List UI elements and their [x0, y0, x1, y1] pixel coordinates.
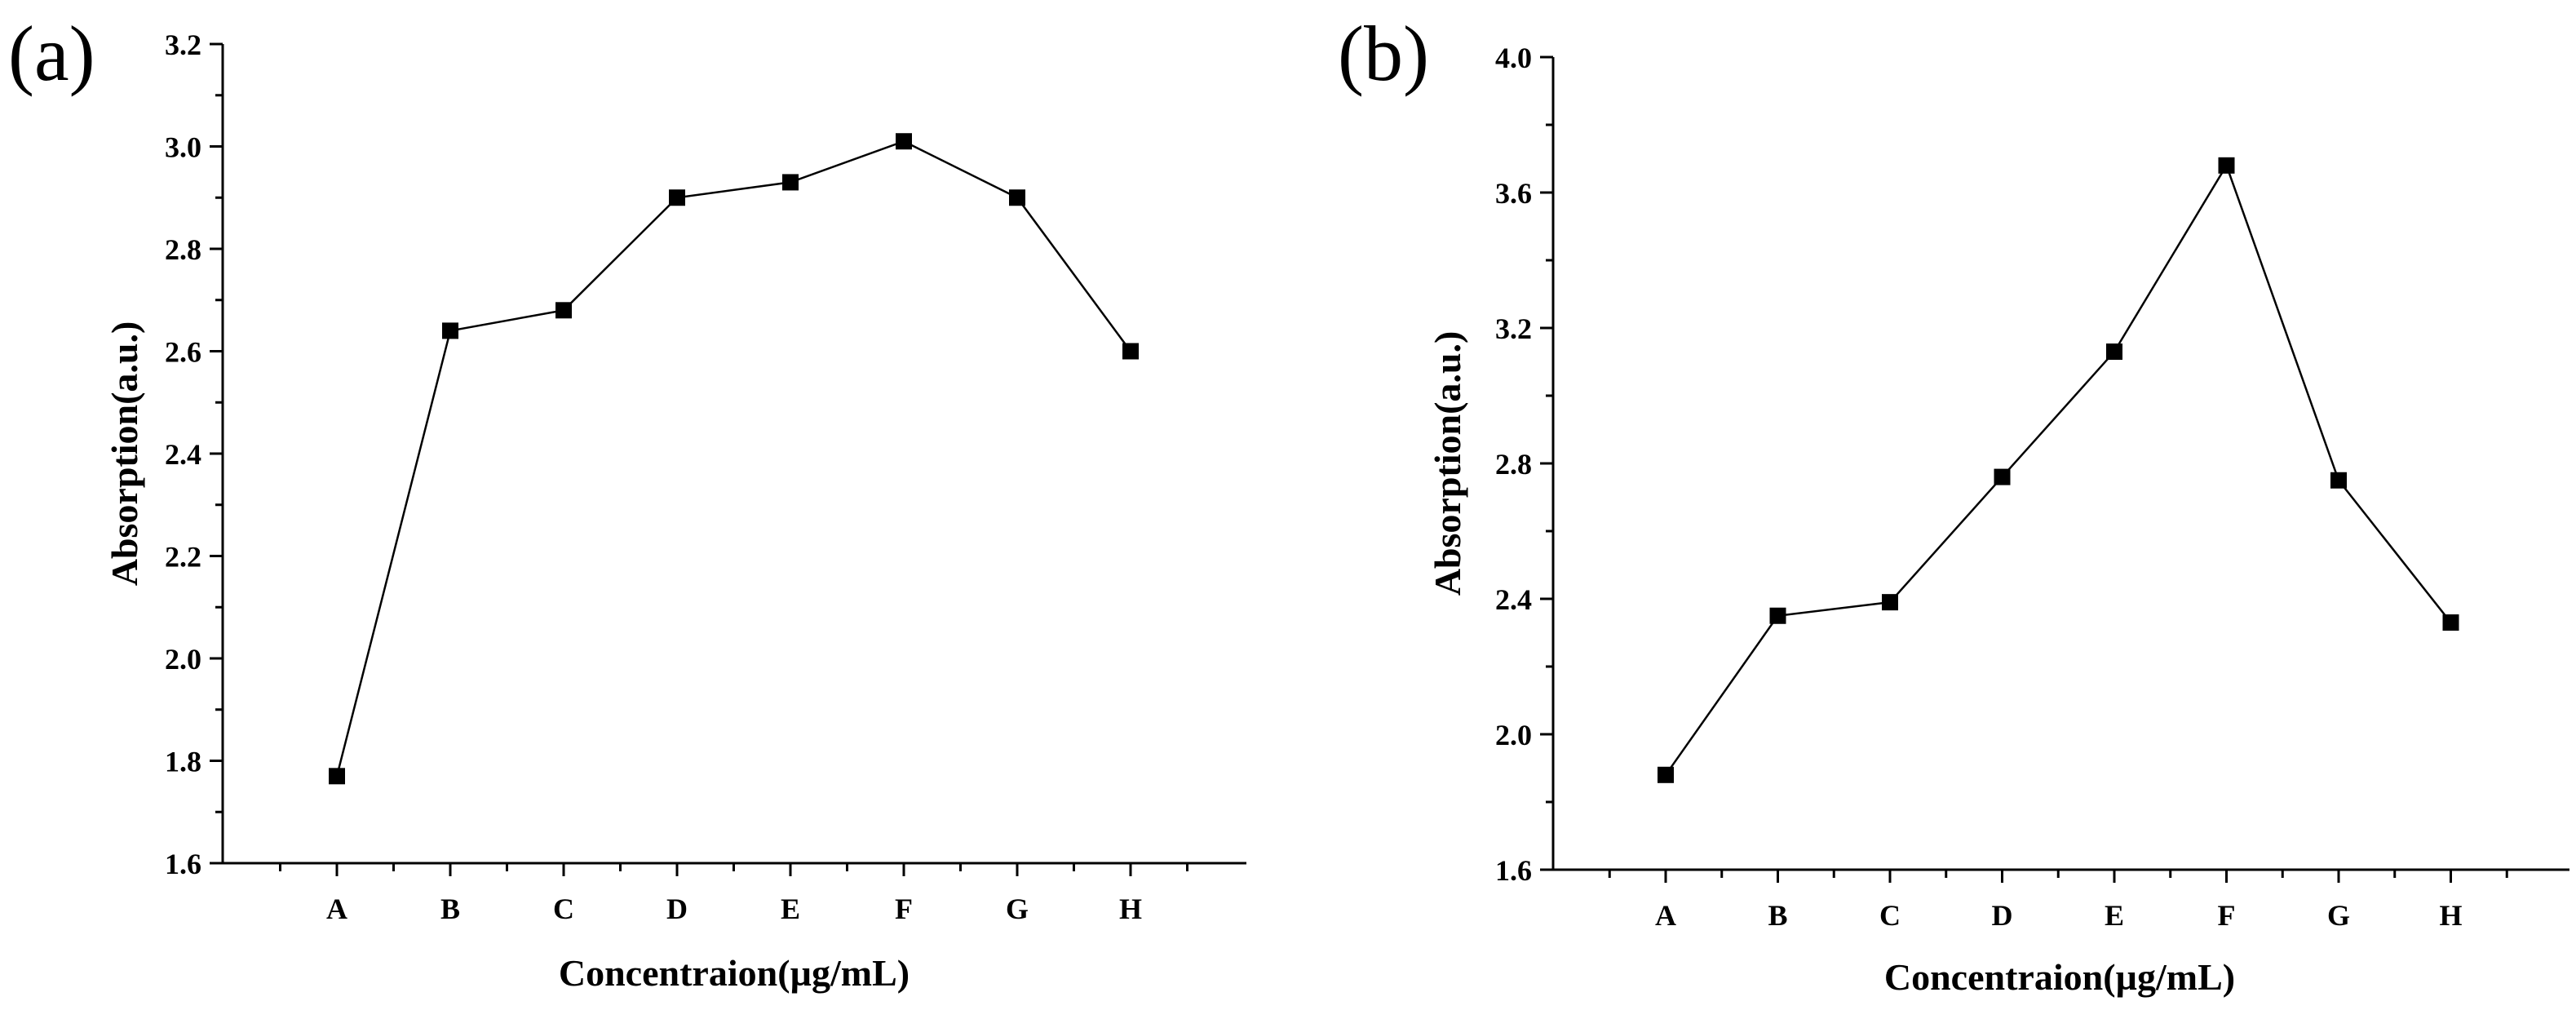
y-axis-label-b: Absorption(a.u.) — [1427, 331, 1468, 596]
x-axis-label-b: Concentraion(µg/mL) — [1884, 956, 2235, 998]
y-tick-label: 4.0 — [1495, 42, 1532, 74]
data-point-b-F — [2218, 157, 2235, 174]
x-tick-label: F — [2218, 899, 2236, 932]
data-point-a-H — [1122, 343, 1139, 360]
x-tick-label: E — [781, 893, 800, 925]
series-line — [335, 140, 1132, 777]
data-point-a-A — [329, 768, 345, 785]
y-tick-label: 2.6 — [165, 336, 201, 369]
y-tick-label: 1.6 — [165, 848, 201, 880]
y-tick-label: 3.6 — [1495, 177, 1532, 210]
data-point-b-A — [1658, 766, 1674, 783]
x-tick-label: B — [440, 893, 460, 925]
panel-label-b: (b) — [1338, 10, 1429, 97]
x-tick-label: E — [2105, 899, 2124, 932]
y-tick-label: 2.0 — [1495, 719, 1532, 751]
y-tick-label: 2.4 — [1495, 583, 1532, 616]
y-tick-label: 2.8 — [165, 233, 201, 266]
y-tick-label: 1.6 — [1495, 854, 1532, 887]
data-point-b-G — [2330, 472, 2347, 489]
x-tick-label: B — [1768, 899, 1787, 932]
data-point-b-E — [2106, 343, 2122, 361]
panel-label-a: (a) — [8, 10, 95, 97]
x-tick-label: C — [553, 893, 574, 925]
x-tick-label: H — [2439, 899, 2462, 932]
x-tick-label: D — [666, 893, 688, 925]
y-tick-label: 2.2 — [165, 541, 201, 574]
y-tick-label: 3.2 — [1495, 312, 1532, 345]
y-tick-label: 3.2 — [165, 29, 201, 61]
data-point-b-C — [1882, 594, 1898, 611]
y-tick-label: 3.0 — [165, 131, 201, 164]
x-tick-label: G — [1006, 893, 1029, 925]
data-point-b-D — [1994, 468, 2011, 485]
series-a — [329, 133, 1139, 785]
y-ticks-b: 1.6 2.0 2.4 2.8 3.2 3.6 4.0 — [1495, 42, 1553, 887]
data-point-a-E — [782, 174, 799, 191]
chart-panel-a: (a) 1.6 1.8 2.0 2.2 2.4 2.6 2.8 3.0 3.2 A B C D E F G H… — [8, 10, 1246, 994]
x-tick-label: A — [1655, 899, 1676, 932]
data-point-a-F — [896, 133, 912, 150]
data-point-b-H — [2442, 614, 2459, 631]
x-tick-label: D — [1992, 899, 2013, 932]
y-tick-label: 2.8 — [1495, 448, 1532, 481]
x-ticks-b: A B C D E F G H — [1608, 870, 2508, 932]
data-point-a-B — [442, 322, 458, 339]
y-ticks-a: 1.6 1.8 2.0 2.2 2.4 2.6 2.8 3.0 3.2 — [165, 29, 223, 880]
y-tick-label: 1.8 — [165, 746, 201, 778]
x-tick-label: A — [326, 893, 347, 925]
y-tick-label: 2.0 — [165, 643, 201, 676]
x-axis-label-a: Concentraion(µg/mL) — [559, 952, 910, 994]
series-line — [1664, 162, 2452, 776]
data-point-a-G — [1009, 189, 1025, 206]
x-tick-label: F — [895, 893, 913, 925]
chart-panel-b: (b) 1.6 2.0 2.4 2.8 3.2 3.6 4.0 A B C D E F G H Absor… — [1338, 10, 2569, 998]
x-tick-label: H — [1119, 893, 1142, 925]
data-point-a-D — [669, 189, 685, 206]
data-point-b-B — [1769, 607, 1786, 624]
x-tick-label: C — [1879, 899, 1901, 932]
data-point-a-C — [555, 302, 572, 319]
y-tick-label: 2.4 — [165, 438, 201, 471]
y-axis-label-a: Absorption(a.u.) — [104, 321, 145, 587]
series-b — [1658, 157, 2459, 783]
x-tick-label: G — [2327, 899, 2350, 932]
x-ticks-a: A B C D E F G H — [279, 863, 1188, 925]
